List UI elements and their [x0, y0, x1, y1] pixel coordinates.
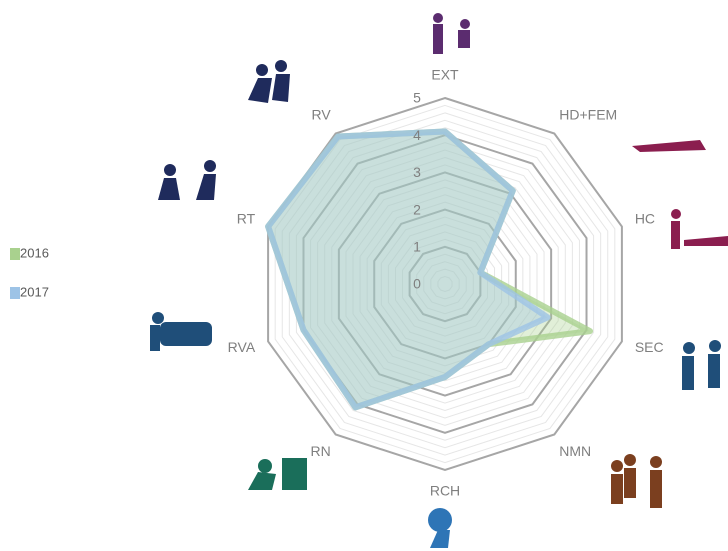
minor-ring: [295, 127, 595, 441]
r-tick-label: 3: [413, 164, 421, 180]
legend-swatch: [10, 248, 20, 260]
minor-ring: [274, 104, 616, 464]
icon-hdfem: [632, 140, 706, 152]
legend-label: 2016: [20, 245, 49, 260]
minor-ring: [310, 142, 580, 426]
axis-label: RVA: [228, 339, 256, 355]
axis-label: RCH: [430, 483, 460, 499]
minor-ring: [281, 112, 609, 456]
axis-label: EXT: [431, 67, 459, 83]
minor-ring: [380, 216, 510, 352]
axis-label: RT: [237, 210, 256, 226]
icons: [150, 13, 728, 548]
minor-ring: [387, 223, 503, 345]
grid-ring: [373, 208, 517, 360]
grid-ring: [408, 245, 482, 323]
axis-label: RV: [312, 106, 332, 122]
grid-ring: [302, 134, 588, 434]
minor-ring: [437, 276, 453, 292]
minor-ring: [324, 156, 566, 412]
r-tick-label: 2: [413, 201, 421, 217]
legend-swatch: [10, 287, 20, 299]
minor-ring: [430, 268, 460, 300]
r-tick-label: 0: [413, 276, 421, 292]
r-tick-label: 1: [413, 239, 421, 255]
axis-label: NMN: [559, 443, 591, 459]
legend-label: 2017: [20, 284, 49, 299]
axis-label: RN: [311, 443, 331, 459]
r-tick-label: 5: [413, 90, 421, 106]
minor-ring: [366, 201, 524, 367]
axis-label: SEC: [635, 339, 664, 355]
series-area: [265, 128, 551, 411]
minor-ring: [317, 149, 573, 419]
minor-ring: [423, 261, 467, 307]
r-tick-label: 4: [413, 127, 421, 143]
minor-ring: [416, 253, 474, 315]
minor-ring: [352, 186, 538, 382]
axis-label: HC: [635, 210, 655, 226]
minor-ring: [288, 119, 602, 449]
axis-label: HD+FEM: [559, 106, 617, 122]
grid-ring: [337, 171, 553, 397]
minor-ring: [331, 164, 559, 404]
minor-ring: [345, 179, 545, 389]
